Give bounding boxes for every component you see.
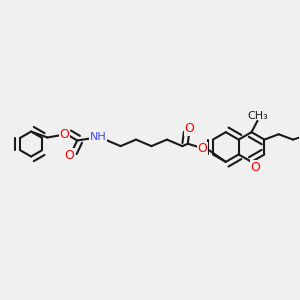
Text: O: O: [250, 161, 260, 174]
Text: O: O: [64, 149, 74, 162]
Text: CH₃: CH₃: [248, 111, 268, 121]
Text: O: O: [198, 142, 208, 155]
Text: O: O: [59, 128, 69, 141]
Text: O: O: [184, 122, 194, 135]
Text: NH: NH: [90, 132, 106, 142]
